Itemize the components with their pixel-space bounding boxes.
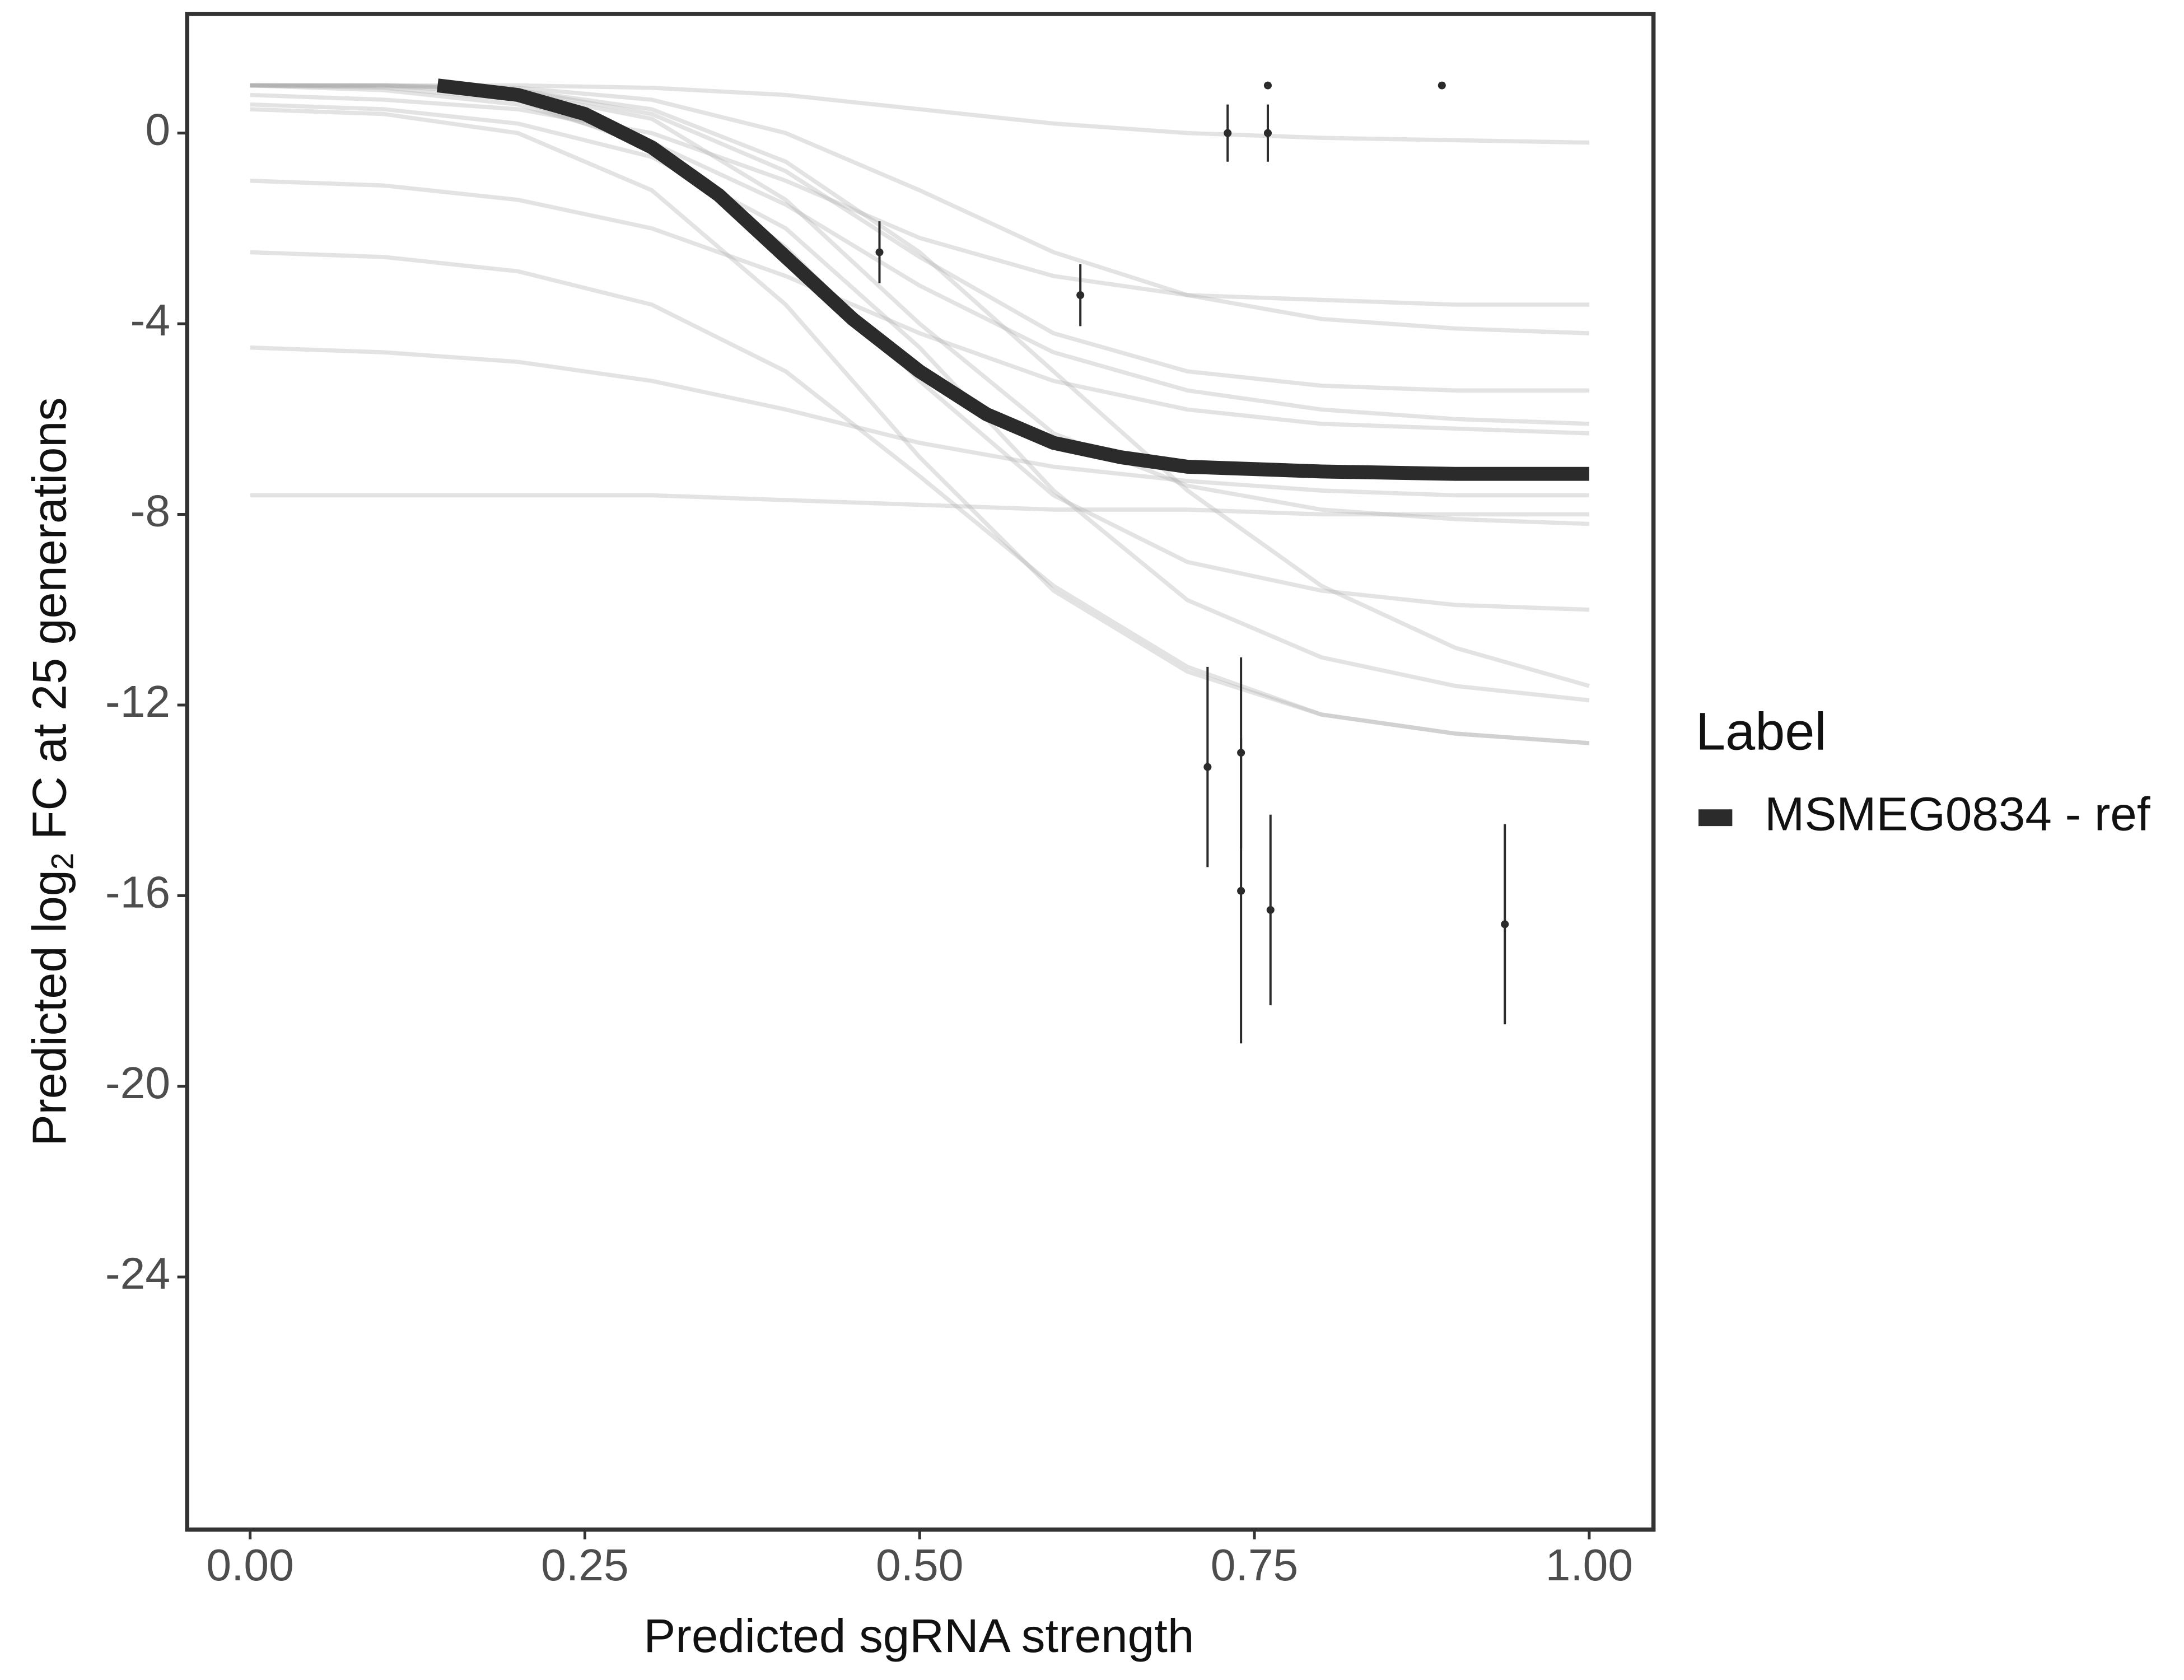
point xyxy=(1438,81,1446,90)
y-label-part: FC at 25 generations xyxy=(24,397,77,852)
posterior-draw xyxy=(250,83,1589,426)
legend-swatch xyxy=(1698,809,1733,827)
x-tick-label: 0.75 xyxy=(1211,1540,1298,1590)
panel-frame xyxy=(185,12,1656,1532)
x-tick-label: 1.00 xyxy=(1546,1540,1633,1590)
fit-line xyxy=(436,78,1589,481)
y-label-subscript: 2 xyxy=(45,853,80,870)
point xyxy=(1263,81,1272,90)
point xyxy=(1203,763,1212,771)
point xyxy=(1263,129,1272,137)
posterior-draw xyxy=(250,92,1589,307)
x-tick-label: 0.50 xyxy=(876,1540,963,1590)
posterior-draw xyxy=(250,250,1590,745)
posterior-draw xyxy=(250,345,1589,498)
y-tick-label: -12 xyxy=(105,676,170,726)
posterior-draw xyxy=(250,493,1589,517)
point xyxy=(1266,906,1275,914)
y-tick-label: -20 xyxy=(105,1058,170,1108)
y-tick-label: -4 xyxy=(130,295,170,345)
legend-label: MSMEG0834 - ref xyxy=(1765,788,2150,841)
y-tick-label: 0 xyxy=(145,105,170,155)
point xyxy=(1224,129,1232,137)
x-tick-label: 0.25 xyxy=(541,1540,628,1590)
y-tick-label: -8 xyxy=(130,486,170,536)
posterior-draw xyxy=(250,107,1590,745)
posterior-draw xyxy=(250,102,1590,703)
point xyxy=(1237,886,1245,895)
posterior-draw xyxy=(250,179,1589,436)
point xyxy=(1076,291,1085,299)
y-tick-label: -16 xyxy=(105,867,170,917)
x-tick-label: 0.00 xyxy=(206,1540,293,1590)
y-axis-label: Predicted log2 FC at 25 generations xyxy=(24,397,80,1146)
legend-title: Label xyxy=(1696,702,1827,761)
point xyxy=(1501,920,1509,928)
point xyxy=(875,248,884,256)
x-axis-label: Predicted sgRNA strength xyxy=(643,1610,1194,1663)
y-label-part: Predicted log xyxy=(24,870,77,1146)
y-tick-label: -24 xyxy=(105,1249,170,1299)
